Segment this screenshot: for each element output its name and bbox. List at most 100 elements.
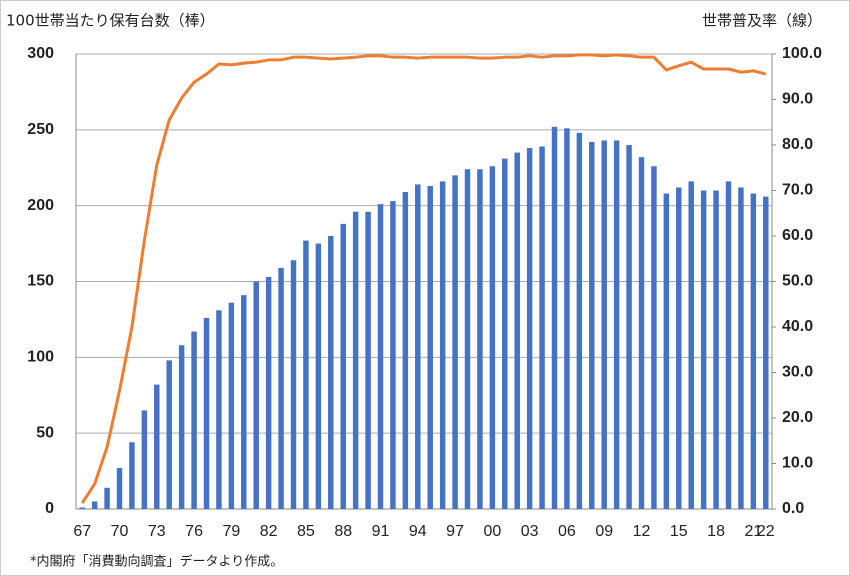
bar	[241, 295, 247, 509]
bar	[663, 193, 670, 510]
bar	[216, 310, 222, 509]
bar	[154, 384, 160, 509]
y2-tick-label: 90.0	[782, 91, 813, 108]
bar	[601, 140, 607, 509]
bar	[613, 140, 620, 509]
x-tick-label: 76	[185, 523, 203, 540]
bar	[489, 166, 496, 509]
bar	[750, 193, 757, 510]
bar	[526, 148, 533, 510]
x-tick-label: 82	[260, 523, 278, 540]
y2-tick-label: 20.0	[782, 409, 813, 426]
bar	[315, 243, 322, 510]
bar	[116, 468, 123, 509]
y-tick-label: 250	[27, 121, 54, 138]
bar	[713, 190, 719, 509]
x-tick-label: 06	[558, 523, 576, 540]
y2-tick-label: 80.0	[782, 136, 813, 153]
bar	[303, 240, 309, 510]
x-tick-label: 18	[707, 523, 725, 540]
x-tick-label: 00	[483, 523, 501, 540]
bar	[390, 201, 396, 509]
y2-axis-label: 世帯普及率（線）	[702, 12, 822, 30]
bar	[415, 184, 421, 509]
x-tick-label: 12	[633, 523, 651, 540]
bar	[377, 204, 384, 509]
bar	[626, 145, 632, 509]
bar	[589, 141, 595, 509]
y-tick-label: 0	[45, 500, 54, 517]
bar	[278, 267, 284, 509]
y2-tick-label: 70.0	[782, 182, 813, 199]
bar	[352, 211, 359, 509]
bar	[166, 360, 172, 509]
x-tick-label: 22	[757, 523, 775, 540]
bar	[253, 281, 259, 509]
x-tick-label: 67	[73, 523, 91, 540]
bar	[427, 185, 433, 509]
bar	[725, 181, 732, 509]
y2-tick-label: 30.0	[782, 364, 813, 381]
bar	[539, 146, 545, 509]
x-tick-label: 70	[111, 523, 129, 540]
y2-tick-label: 50.0	[782, 273, 813, 290]
bar	[439, 181, 446, 509]
y-tick-label: 150	[27, 273, 54, 290]
y2-tick-label: 0.0	[782, 500, 804, 517]
bar	[576, 132, 583, 509]
x-tick-label: 15	[670, 523, 688, 540]
y2-tick-label: 60.0	[782, 227, 813, 244]
x-tick-label: 91	[372, 523, 390, 540]
bar	[763, 196, 769, 510]
x-tick-label: 94	[409, 523, 427, 540]
bar	[203, 317, 210, 509]
footnote: *内閣府「消費動向調査」データより作成。	[30, 554, 283, 570]
x-tick-label: 21	[744, 523, 762, 540]
bar	[464, 169, 471, 509]
bar	[141, 410, 148, 509]
bar	[514, 152, 520, 510]
y-tick-label: 200	[27, 197, 54, 214]
x-tick-label: 97	[446, 523, 464, 540]
bar	[328, 236, 334, 509]
bar	[178, 345, 185, 509]
bar	[265, 276, 272, 509]
bar	[676, 187, 682, 509]
y-tick-label: 100	[27, 349, 54, 366]
x-tick-label: 88	[334, 523, 352, 540]
bar	[564, 128, 570, 510]
bar	[402, 192, 409, 509]
bar	[191, 331, 197, 509]
x-tick-label: 09	[595, 523, 613, 540]
y2-tick-label: 10.0	[782, 455, 813, 472]
bar	[129, 442, 135, 509]
bar	[738, 187, 744, 509]
bar	[638, 157, 645, 509]
bar	[91, 501, 98, 509]
bar	[502, 158, 508, 509]
bar	[290, 260, 297, 509]
bar	[340, 223, 346, 509]
bar	[452, 175, 458, 510]
x-tick-label: 79	[222, 523, 240, 540]
bar	[688, 181, 694, 509]
x-tick-label: 85	[297, 523, 315, 540]
y-tick-label: 300	[27, 45, 54, 62]
bar	[365, 211, 371, 509]
bar	[651, 166, 657, 509]
bar	[700, 190, 707, 509]
y2-tick-label: 40.0	[782, 318, 813, 335]
y-axis-label: 100世帯当たり保有台数（棒）	[6, 12, 215, 30]
bar	[79, 507, 85, 509]
y-tick-label: 50	[36, 424, 54, 441]
y2-tick-label: 100.0	[782, 45, 822, 62]
bar	[228, 302, 235, 509]
x-tick-label: 03	[521, 523, 539, 540]
line	[80, 53, 767, 504]
bar	[104, 487, 110, 509]
bar	[551, 126, 558, 510]
x-tick-label: 73	[148, 523, 166, 540]
bar	[477, 169, 483, 509]
